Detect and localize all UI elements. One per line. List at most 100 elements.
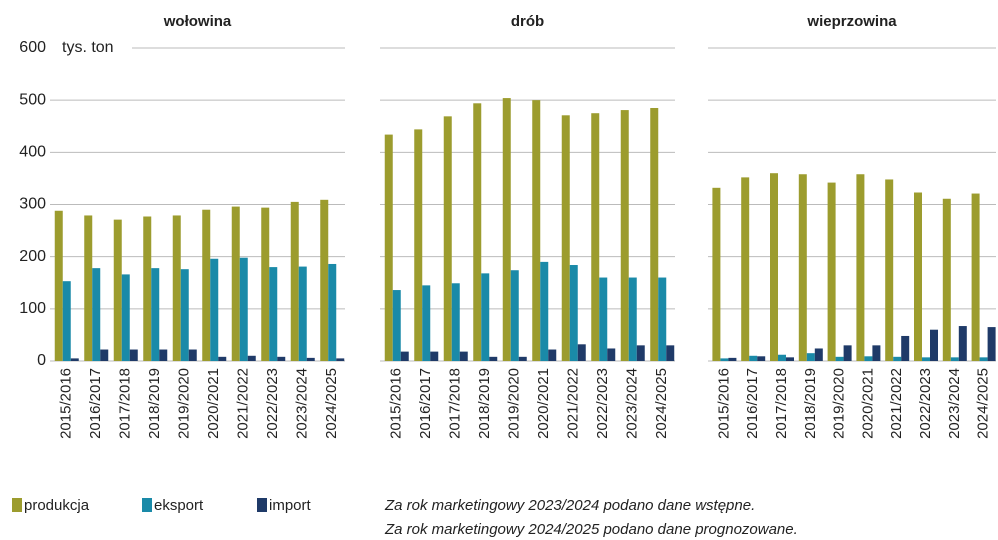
bar — [712, 187, 721, 361]
bar — [451, 283, 460, 361]
bar — [599, 277, 608, 361]
bar — [620, 110, 629, 361]
x-tick-label: 2023/2024 — [294, 368, 311, 439]
legend-swatch — [12, 498, 22, 512]
bar — [741, 177, 750, 361]
legend-label: eksport — [154, 497, 204, 514]
bar — [473, 103, 482, 362]
bar — [914, 192, 922, 361]
bar — [320, 199, 329, 361]
y-tick-label: 400 — [19, 144, 46, 161]
y-tick-label: 600 — [19, 39, 46, 56]
bar — [129, 349, 138, 361]
bar — [414, 129, 423, 361]
bar — [62, 281, 71, 361]
bar — [306, 357, 315, 361]
bar — [489, 356, 498, 361]
x-tick-label: 2023/2024 — [624, 368, 641, 439]
bar — [591, 113, 600, 361]
bar — [481, 273, 490, 361]
x-tick-label: 2015/2016 — [388, 368, 405, 439]
bar — [942, 198, 951, 361]
bar — [518, 356, 527, 361]
x-tick-label: 2018/2019 — [802, 368, 819, 439]
x-tick-label: 2020/2021 — [535, 368, 552, 439]
x-tick-label: 2023/2024 — [946, 368, 963, 439]
bar — [561, 115, 570, 361]
bar — [987, 327, 996, 361]
bar — [143, 216, 152, 361]
legend-swatch — [142, 498, 152, 512]
y-axis-label: tys. ton — [62, 39, 114, 56]
bar — [70, 358, 79, 361]
bar — [786, 357, 794, 361]
bar — [827, 182, 836, 361]
bar — [971, 193, 980, 361]
legend-label: import — [269, 497, 312, 514]
x-tick-label: 2021/2022 — [565, 368, 582, 439]
bar — [979, 357, 988, 361]
y-tick-label: 100 — [19, 300, 46, 317]
x-tick-label: 2022/2023 — [594, 368, 611, 439]
bar — [151, 268, 160, 361]
legend-label: produkcja — [24, 497, 90, 514]
y-tick-label: 500 — [19, 91, 46, 108]
bar — [92, 268, 101, 361]
bar — [930, 329, 938, 361]
bar — [188, 349, 197, 361]
bar — [864, 356, 873, 361]
bar — [770, 173, 778, 361]
x-tick-label: 2018/2019 — [146, 368, 163, 439]
bar — [636, 345, 645, 361]
bar — [510, 270, 519, 361]
y-tick-label: 200 — [19, 248, 46, 265]
bar — [269, 267, 278, 361]
bar — [247, 355, 256, 361]
bar — [798, 174, 807, 361]
x-tick-label: 2017/2018 — [447, 368, 464, 439]
bar — [757, 356, 766, 361]
bar — [443, 116, 452, 361]
note: Za rok marketingowy 2024/2025 podano dan… — [384, 521, 798, 538]
bar — [400, 351, 409, 361]
x-tick-label: 2019/2020 — [506, 368, 523, 439]
bar — [54, 210, 63, 361]
bar — [532, 100, 541, 362]
bar — [218, 356, 227, 361]
bar — [384, 134, 393, 361]
bar — [172, 215, 181, 361]
bar — [392, 290, 401, 361]
bar — [806, 353, 815, 361]
bar — [239, 257, 248, 361]
y-tick-label: 0 — [37, 352, 46, 369]
bar — [100, 349, 109, 361]
x-tick-label: 2021/2022 — [235, 368, 252, 439]
x-tick-label: 2022/2023 — [264, 368, 281, 439]
x-tick-label: 2024/2025 — [653, 368, 670, 439]
y-tick-label: 300 — [19, 196, 46, 213]
panel-title: wieprzowina — [806, 13, 897, 30]
x-tick-label: 2016/2017 — [87, 368, 104, 439]
bar — [901, 335, 910, 361]
bar — [159, 349, 168, 361]
x-tick-label: 2017/2018 — [773, 368, 790, 439]
bar — [459, 351, 468, 361]
bar — [843, 345, 852, 361]
x-tick-label: 2019/2020 — [831, 368, 848, 439]
bar — [202, 209, 211, 361]
x-tick-label: 2015/2016 — [715, 368, 732, 439]
bar — [121, 274, 130, 361]
bar — [210, 258, 219, 361]
bar — [569, 265, 578, 361]
bar — [814, 348, 823, 361]
bar — [113, 219, 122, 361]
x-tick-label: 2021/2022 — [888, 368, 905, 439]
bar — [658, 277, 667, 361]
label-bg — [50, 38, 132, 58]
bar — [650, 107, 659, 361]
bar — [872, 345, 881, 361]
bar — [540, 261, 549, 361]
bar — [835, 356, 844, 361]
bar — [728, 357, 737, 361]
x-tick-label: 2017/2018 — [117, 368, 134, 439]
